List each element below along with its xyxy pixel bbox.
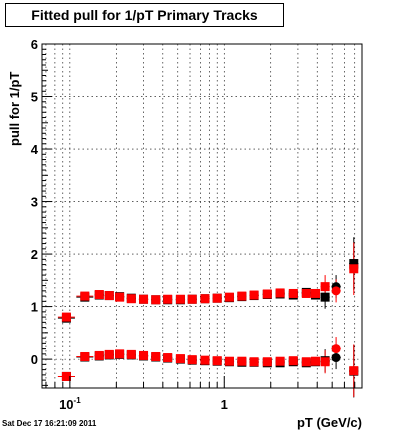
data-point xyxy=(163,294,173,304)
data-point xyxy=(224,292,234,302)
x-tick-labels: 10-1 1 xyxy=(59,396,228,412)
data-point xyxy=(262,289,272,299)
data-point xyxy=(320,282,330,292)
data-point xyxy=(249,290,259,300)
data-point xyxy=(80,351,90,361)
data-point xyxy=(349,259,359,269)
data-point xyxy=(320,292,330,302)
chart-title: Fitted pull for 1/pT Primary Tracks xyxy=(5,3,284,27)
data-point xyxy=(349,366,359,376)
data-point xyxy=(151,295,161,305)
y-tick-label: 2 xyxy=(31,247,38,262)
data-point xyxy=(212,356,222,366)
data-point xyxy=(275,288,285,298)
grid-lines xyxy=(42,43,362,388)
data-point xyxy=(115,349,125,359)
x-axis-title: pT (GeV/c) xyxy=(297,415,362,430)
data-point xyxy=(126,349,136,359)
y-tick-label: 3 xyxy=(31,195,38,210)
data-point xyxy=(187,294,197,304)
data-point xyxy=(163,353,173,363)
plot-frame xyxy=(41,43,363,389)
y-axis-title: pull for 1/pT xyxy=(7,72,22,146)
data-point xyxy=(288,356,298,366)
y-tick-label: 4 xyxy=(31,142,39,157)
data-point xyxy=(349,264,359,274)
y-tick-label: 5 xyxy=(31,90,38,105)
data-point xyxy=(311,288,321,298)
data-point xyxy=(237,356,247,366)
footer-date: Sat Dec 17 16:21:09 2011 xyxy=(2,419,97,428)
data-point xyxy=(237,291,247,301)
data-point xyxy=(139,350,149,360)
data-point xyxy=(175,354,185,364)
data-point xyxy=(104,291,114,301)
data-points xyxy=(61,259,359,381)
data-point xyxy=(320,357,330,367)
x-tick-label: 10-1 xyxy=(59,396,81,412)
data-point xyxy=(262,357,272,367)
data-point xyxy=(200,294,210,304)
data-point xyxy=(61,312,71,322)
data-point xyxy=(115,292,125,302)
data-point xyxy=(275,356,285,366)
y-tick-label: 6 xyxy=(31,37,38,52)
data-point xyxy=(331,286,341,296)
axis-ticks xyxy=(42,43,356,388)
data-point xyxy=(80,291,90,301)
data-point xyxy=(311,356,321,366)
y-tick-labels: 0 1 2 3 4 5 6 xyxy=(31,37,39,367)
data-point xyxy=(200,355,210,365)
data-point xyxy=(301,288,311,298)
data-point xyxy=(139,294,149,304)
data-point xyxy=(61,371,71,381)
data-point xyxy=(331,344,341,354)
x-tick-label: 1 xyxy=(221,397,228,412)
data-point xyxy=(331,353,341,363)
data-point xyxy=(224,356,234,366)
data-point xyxy=(249,357,259,367)
y-tick-label: 1 xyxy=(31,300,38,315)
data-point xyxy=(212,293,222,303)
error-bars xyxy=(57,237,359,398)
data-point xyxy=(94,350,104,360)
data-point xyxy=(175,294,185,304)
data-point xyxy=(288,288,298,298)
data-point xyxy=(301,357,311,367)
data-point xyxy=(104,349,114,359)
data-point xyxy=(94,290,104,300)
y-tick-label: 0 xyxy=(31,352,38,367)
data-point xyxy=(151,351,161,361)
data-point xyxy=(126,294,136,304)
data-point xyxy=(187,355,197,365)
